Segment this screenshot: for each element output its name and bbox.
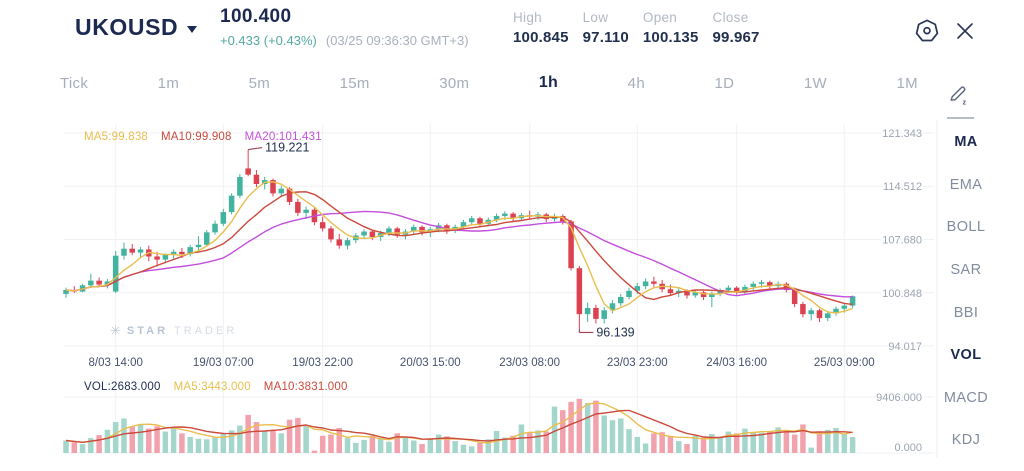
tab-1m[interactable]: 1m bbox=[157, 74, 180, 92]
svg-text:96.139: 96.139 bbox=[596, 325, 634, 339]
svg-text:24/03 16:00: 24/03 16:00 bbox=[706, 357, 767, 369]
tab-30m[interactable]: 30m bbox=[439, 74, 470, 92]
indicator-macd[interactable]: MACD bbox=[943, 389, 989, 406]
svg-text:114.512: 114.512 bbox=[883, 181, 922, 193]
ma-legend-item: MA20:101.431 bbox=[244, 131, 322, 143]
volume-legend: VOL:2683.000 MA5:3443.000 MA10:3831.000 bbox=[84, 381, 361, 393]
current-price: 100.400 bbox=[220, 6, 292, 27]
tab-1d[interactable]: 1D bbox=[714, 74, 735, 92]
svg-text:20/03 15:00: 20/03 15:00 bbox=[400, 357, 461, 369]
vol-legend-item: MA10:3831.000 bbox=[263, 381, 348, 393]
stat-close: Close 99.967 bbox=[713, 10, 760, 46]
tab-15m[interactable]: 15m bbox=[339, 74, 370, 92]
indicator-vol[interactable]: VOL bbox=[950, 347, 982, 364]
svg-text:19/03 22:00: 19/03 22:00 bbox=[292, 357, 353, 369]
tab-1h[interactable]: 1h bbox=[538, 74, 559, 91]
svg-text:100.848: 100.848 bbox=[882, 288, 922, 300]
gear-icon bbox=[915, 19, 939, 42]
vol-legend-item: VOL:2683.000 bbox=[84, 381, 161, 393]
chevron-down-icon bbox=[187, 25, 198, 33]
sidebar-divider bbox=[947, 117, 974, 119]
stat-label: Open bbox=[642, 10, 678, 25]
svg-text:19/03 07:00: 19/03 07:00 bbox=[193, 357, 254, 369]
price-change: +0.433 (+0.43%) bbox=[220, 33, 317, 48]
watermark-star: STAR bbox=[126, 325, 169, 337]
star-logo-icon: ✳ bbox=[110, 323, 121, 338]
svg-text:8/03 14:00: 8/03 14:00 bbox=[89, 357, 143, 369]
symbol-name: UKOUSD bbox=[75, 14, 179, 40]
close-icon bbox=[957, 23, 973, 39]
tab-tick[interactable]: Tick bbox=[60, 74, 89, 92]
svg-text:9406.000: 9406.000 bbox=[876, 392, 922, 404]
stat-value: 100.845 bbox=[513, 29, 569, 46]
stat-value: 99.967 bbox=[712, 29, 760, 46]
indicator-bbi[interactable]: BBI bbox=[953, 304, 979, 321]
close-button[interactable] bbox=[951, 17, 979, 45]
stat-label: High bbox=[513, 10, 542, 25]
stat-value: 97.110 bbox=[582, 29, 629, 46]
indicator-kdj[interactable]: KDJ bbox=[951, 432, 981, 449]
svg-text:0.000: 0.000 bbox=[894, 442, 922, 454]
timeframe-tabs: Tick 1m 5m 15m 30m 1h 4h 1D 1W 1M bbox=[60, 71, 918, 95]
svg-text:107.680: 107.680 bbox=[882, 235, 922, 247]
stat-label: Low bbox=[582, 10, 609, 25]
svg-text:23/03 08:00: 23/03 08:00 bbox=[499, 357, 560, 369]
tab-1m[interactable]: 1M bbox=[896, 74, 918, 92]
draw-tools-button[interactable]: z bbox=[946, 83, 970, 107]
symbol-selector[interactable]: UKOUSD bbox=[75, 14, 198, 41]
stat-label: Close bbox=[712, 10, 749, 25]
svg-text:121.343: 121.343 bbox=[882, 128, 922, 140]
price-block: 100.400 +0.433 (+0.43%) (03/25 09:36:30 G… bbox=[220, 6, 469, 48]
quote-timestamp: (03/25 09:36:30 GMT+3) bbox=[325, 33, 469, 48]
svg-text:25/03 09:00: 25/03 09:00 bbox=[814, 357, 875, 369]
settings-button[interactable] bbox=[913, 17, 941, 45]
stat-high: High 100.845 bbox=[513, 10, 569, 46]
pencil-icon: z bbox=[950, 86, 967, 107]
svg-text:23/03 23:00: 23/03 23:00 bbox=[607, 357, 668, 369]
ma-legend-item: MA5:99.838 bbox=[84, 131, 149, 143]
vol-legend-item: MA5:3443.000 bbox=[173, 381, 251, 393]
ohlc-stats: High 100.845 Low 97.110 Open 100.135 Close 99.9… bbox=[513, 10, 760, 46]
tab-5m[interactable]: 5m bbox=[248, 74, 271, 92]
svg-text:94.017: 94.017 bbox=[888, 341, 922, 353]
stat-value: 100.135 bbox=[642, 29, 699, 46]
stat-low: Low 97.110 bbox=[583, 10, 629, 46]
tab-4h[interactable]: 4h bbox=[627, 74, 645, 92]
indicator-ma[interactable]: MA bbox=[954, 134, 978, 151]
stat-open: Open 100.135 bbox=[643, 10, 699, 46]
ma-legend-item: MA10:99.908 bbox=[161, 131, 232, 143]
indicator-ema[interactable]: EMA bbox=[949, 176, 983, 193]
indicator-sar[interactable]: SAR bbox=[950, 262, 982, 279]
indicator-boll[interactable]: BOLL bbox=[946, 219, 986, 236]
watermark: ✳ STAR TRADER bbox=[110, 323, 237, 339]
watermark-trader: TRADER bbox=[174, 325, 238, 337]
tab-1w[interactable]: 1W bbox=[803, 74, 827, 92]
svg-text:119.221: 119.221 bbox=[265, 141, 309, 155]
svg-text:z: z bbox=[963, 98, 967, 107]
indicator-menu: MA EMA BOLL SAR BBI VOL MACD KDJ bbox=[932, 121, 1000, 462]
ma-legend: MA5:99.838 MA10:99.908 MA20:101.431 bbox=[84, 131, 335, 143]
